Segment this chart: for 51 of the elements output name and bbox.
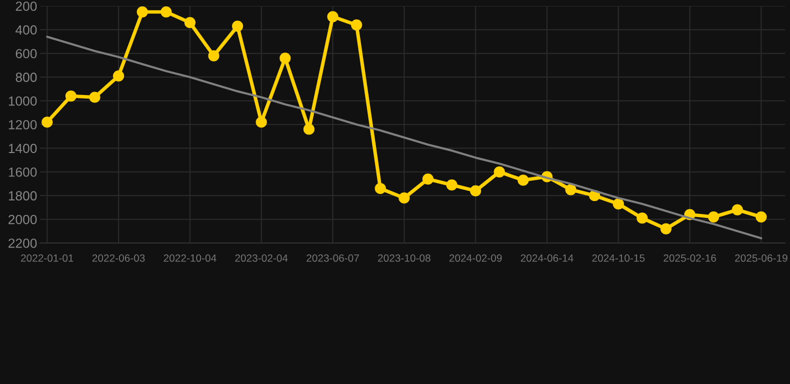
y-tick-label: 2000 <box>8 214 37 224</box>
point <box>89 92 100 103</box>
x-tick-label: 2025-02-16 <box>664 254 716 262</box>
point <box>232 20 244 32</box>
point <box>518 174 529 186</box>
point <box>398 192 410 204</box>
x-tick-label: 2023-06-07 <box>306 254 359 262</box>
x-tick-label: 2023-10-08 <box>378 254 430 262</box>
y-tick-label: 200 <box>16 2 37 11</box>
y-tick-label: 1800 <box>8 191 37 201</box>
point <box>708 211 720 222</box>
x-tick-label: 2022-10-04 <box>164 254 216 262</box>
x-tick-label: 2024-02-09 <box>449 254 502 262</box>
point <box>636 212 648 224</box>
point <box>136 6 148 18</box>
point <box>280 52 291 64</box>
point <box>494 166 505 178</box>
point <box>327 11 338 22</box>
point <box>112 70 124 82</box>
point <box>42 116 53 128</box>
point <box>65 90 76 102</box>
y-tick-label: 600 <box>16 48 37 58</box>
point <box>351 19 362 31</box>
x-tick-label: 2023-02-04 <box>235 254 288 262</box>
y-tick-label: 1200 <box>8 120 37 130</box>
x-tick-label: 2024-10-15 <box>592 254 645 262</box>
point <box>446 179 458 190</box>
y-tick-label: 2200 <box>8 238 37 248</box>
x-tick-label: 2022-01-01 <box>21 254 74 262</box>
point <box>374 182 386 194</box>
y-tick-label: 1400 <box>8 144 37 154</box>
x-tick-label: 2025-06-19 <box>735 254 788 262</box>
point <box>612 198 624 210</box>
y-tick-label: 1600 <box>8 167 37 177</box>
y-tick-label: 800 <box>16 72 37 82</box>
point <box>756 211 767 222</box>
point <box>208 50 220 62</box>
line-series <box>46 36 762 240</box>
point <box>732 204 743 216</box>
point <box>660 223 672 234</box>
point <box>303 124 315 135</box>
point <box>256 116 267 128</box>
point <box>565 184 576 196</box>
y-tick-label: 400 <box>16 25 37 35</box>
x-tick-label: 2022-06-03 <box>92 254 145 262</box>
point <box>184 17 196 28</box>
point <box>422 173 434 185</box>
y-tick-label: 1000 <box>8 96 37 106</box>
point <box>160 6 172 18</box>
x-tick-label: 2024-06-14 <box>520 254 574 262</box>
point <box>470 185 482 196</box>
